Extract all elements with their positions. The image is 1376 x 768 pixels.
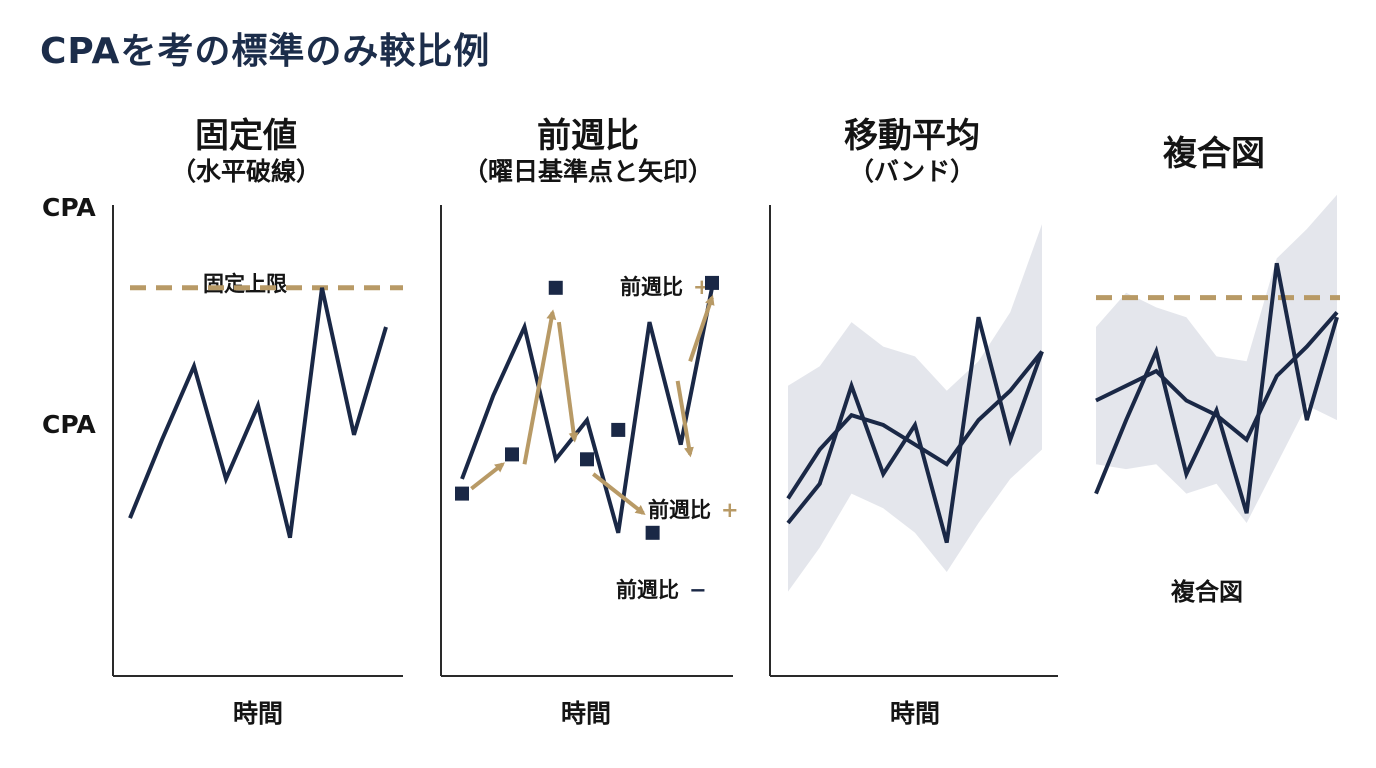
wow-plus-text-top: 前週比 <box>620 275 683 299</box>
composite-label: 複合図 <box>1171 578 1243 606</box>
wow-arrow-2 <box>556 321 579 443</box>
moving-average-line <box>786 350 1044 500</box>
panel-title-moving-average: 移動平均 <box>844 116 980 156</box>
moving-average-band <box>788 224 1042 592</box>
weekday-point-marker-2 <box>548 280 563 295</box>
panel-title-composite: 複合図 <box>1163 134 1265 174</box>
page-title: CPAを考の標準のみ較比例 <box>40 31 491 72</box>
composite-band <box>1096 194 1337 523</box>
wow-arrow-0 <box>470 462 505 491</box>
wow-arrow-5 <box>675 380 694 458</box>
weekday-point-marker-1 <box>505 447 519 462</box>
wow-arrow-3 <box>592 472 646 516</box>
wow-arrow-4 <box>688 294 715 362</box>
plus-sign-icon: + <box>721 498 739 522</box>
weekday-point-marker-3 <box>580 452 594 467</box>
cpa-series-line-fixed <box>128 287 388 539</box>
weekday-point-marker-5 <box>645 525 660 540</box>
panel-subtitle-wow: （曜日基準点と矢印） <box>462 157 713 186</box>
wow-minus-text: 前週比 <box>616 578 679 602</box>
cpa-series-line-composite <box>1094 262 1339 514</box>
x-axis-label-fixed: 時間 <box>232 699 283 728</box>
fixed-limit-label: 固定上限 <box>203 272 287 296</box>
weekday-point-marker-4 <box>611 422 626 437</box>
panel-title-fixed: 固定値 <box>195 116 297 156</box>
wow-arrow-1 <box>522 309 557 465</box>
panel-subtitle-fixed: （水平破線） <box>170 157 321 186</box>
wow-plus-text-mid: 前週比 <box>648 498 711 522</box>
y-axis-label-mid: CPA <box>42 410 96 439</box>
x-axis-label-wow: 時間 <box>560 699 611 728</box>
y-axis-label-top: CPA <box>42 193 96 222</box>
weekday-point-marker-0 <box>455 486 469 501</box>
panel-subtitle-moving-average: （バンド） <box>848 157 976 186</box>
x-axis-label-moving-average: 時間 <box>889 699 940 728</box>
minus-sign-icon: − <box>689 578 707 602</box>
wow-plus-label-mid: 前週比 + <box>648 494 739 524</box>
panel-title-wow: 前週比 <box>537 116 639 156</box>
composite-average-line <box>1095 310 1339 443</box>
wow-minus-label: 前週比 − <box>616 574 707 604</box>
weekday-point-marker-6 <box>705 275 719 290</box>
cpa-series-line-wow <box>460 287 714 534</box>
